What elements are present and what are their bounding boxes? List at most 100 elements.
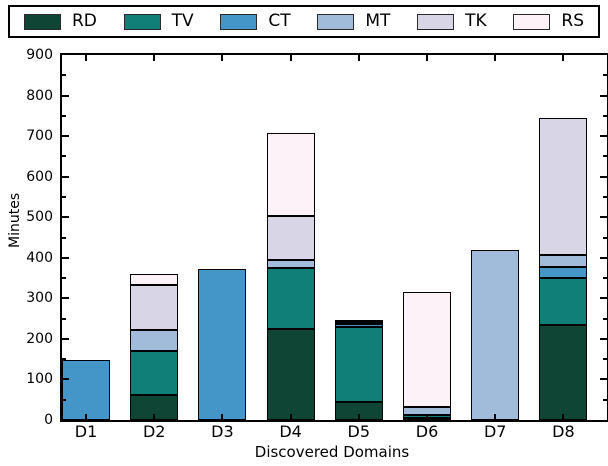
x-tick-label-d2: D2 xyxy=(142,422,166,441)
bar-segment-d8-tv xyxy=(539,278,588,325)
y-major-tick xyxy=(600,337,607,340)
y-tick-label: 300 xyxy=(26,290,53,307)
y-major-tick xyxy=(62,297,69,300)
y-minor-tick xyxy=(603,398,607,401)
x-axis-label: Discovered Domains xyxy=(254,443,410,461)
bar-segment-d5-mt xyxy=(334,322,383,325)
legend-item-rd: RD xyxy=(24,13,97,30)
y-minor-tick xyxy=(62,236,66,239)
bar-segment-d3-ct xyxy=(198,269,247,420)
x-tick xyxy=(562,414,565,420)
bar-segment-d2-tk xyxy=(130,284,179,330)
legend-swatch-mt xyxy=(317,13,355,30)
legend-item-tv: TV xyxy=(123,11,194,31)
y-tick-label: 700 xyxy=(26,128,53,145)
legend-label: TK xyxy=(465,11,487,31)
y-tick-label: 500 xyxy=(26,209,53,226)
y-major-tick xyxy=(62,175,69,178)
bar-segment-d5-ct xyxy=(334,324,383,327)
legend-item-ct: CT xyxy=(220,11,291,31)
bar-segment-d8-mt xyxy=(539,254,588,267)
y-major-tick xyxy=(600,216,607,219)
x-tick xyxy=(85,414,87,420)
bar-segment-d5-tk xyxy=(334,320,383,323)
y-tick-label: 600 xyxy=(26,168,53,185)
bar-segment-d8-rd xyxy=(539,324,588,420)
y-major-tick xyxy=(62,256,69,259)
x-tick-label-d7: D7 xyxy=(483,422,507,441)
x-tick xyxy=(426,55,428,61)
legend-label: TV xyxy=(171,11,194,31)
legend-label: MT xyxy=(365,11,391,31)
x-tick xyxy=(357,55,360,61)
x-tick xyxy=(494,414,497,420)
y-major-tick xyxy=(600,378,607,381)
legend-label: CT xyxy=(268,11,291,31)
bar-segment-d5-tv xyxy=(334,326,383,402)
bar-segment-d2-rs xyxy=(130,274,179,285)
y-minor-tick xyxy=(603,358,607,361)
bar-segment-d7-mt xyxy=(471,249,520,420)
bar-segment-d2-mt xyxy=(130,329,179,352)
y-major-tick xyxy=(600,297,607,300)
bar-segment-d4-tv xyxy=(266,267,315,329)
y-minor-tick xyxy=(62,317,66,320)
y-minor-tick xyxy=(603,236,607,239)
bar-segment-d2-tv xyxy=(130,351,179,395)
x-tick-label-d5: D5 xyxy=(347,422,371,441)
x-tick-label-d1: D1 xyxy=(74,422,98,441)
y-minor-tick xyxy=(603,74,607,77)
y-tick-label: 200 xyxy=(26,330,53,347)
y-major-tick xyxy=(62,337,69,340)
bar-d6 xyxy=(403,55,451,420)
y-minor-tick xyxy=(603,114,607,117)
bar-d3 xyxy=(198,55,247,420)
y-tick-label: 0 xyxy=(44,412,53,428)
y-minor-tick xyxy=(62,155,66,158)
bar-segment-d8-ct xyxy=(539,266,588,279)
bar-d4 xyxy=(266,55,315,420)
y-major-tick xyxy=(600,94,607,97)
bar-segment-d4-rd xyxy=(266,328,315,420)
x-tick xyxy=(153,55,156,61)
chart-legend: RD TV CT MT TK RS xyxy=(8,5,600,38)
bar-segment-d4-tk xyxy=(266,215,315,261)
bar-segment-d4-mt xyxy=(266,260,315,268)
y-major-tick xyxy=(600,256,607,259)
x-tick xyxy=(153,414,156,420)
x-tick xyxy=(289,55,292,61)
x-tick xyxy=(357,414,360,420)
bar-d1 xyxy=(62,55,110,420)
legend-item-tk: TK xyxy=(417,13,487,30)
x-tick xyxy=(494,55,497,61)
bar-segment-d1-ct xyxy=(62,359,110,420)
y-major-tick xyxy=(62,216,69,219)
bar-d5 xyxy=(334,55,383,420)
y-minor-tick xyxy=(62,195,66,198)
x-tick xyxy=(221,55,224,61)
legend-swatch-ct xyxy=(220,13,258,30)
y-tick-label: 100 xyxy=(26,371,53,388)
legend-item-mt: MT xyxy=(317,13,390,30)
y-minor-tick xyxy=(62,358,66,361)
x-tick xyxy=(426,414,428,420)
y-minor-tick xyxy=(603,277,607,280)
legend-swatch-rd xyxy=(24,13,61,30)
y-major-tick xyxy=(62,135,69,138)
y-tick-label: 900 xyxy=(26,47,53,63)
y-axis-label: Minutes xyxy=(7,192,23,248)
legend-label: RD xyxy=(72,11,97,31)
bar-segment-d4-rs xyxy=(266,132,315,216)
legend-label: RS xyxy=(561,11,584,31)
x-tick xyxy=(562,55,565,61)
y-major-tick xyxy=(62,378,69,381)
x-tick-label-d4: D4 xyxy=(279,422,302,441)
x-tick xyxy=(85,55,87,61)
y-minor-tick xyxy=(62,398,66,401)
legend-swatch-tv xyxy=(123,13,161,30)
y-minor-tick xyxy=(62,114,66,117)
x-tick-label-d8: D8 xyxy=(552,422,575,441)
y-major-tick xyxy=(600,135,607,138)
legend-swatch-rs xyxy=(513,13,551,30)
